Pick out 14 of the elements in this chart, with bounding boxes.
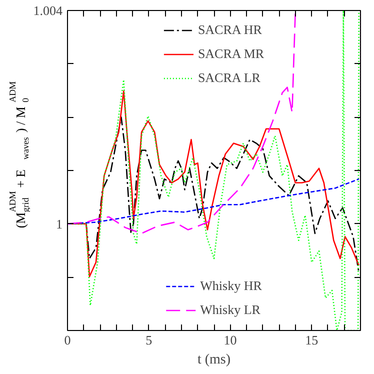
legend-label: Whisky LR	[200, 302, 260, 318]
legend-label: Whisky HR	[200, 278, 262, 294]
line-series	[68, 10, 296, 234]
x-tick-label: 5	[146, 332, 152, 348]
y-tick-label: 1	[56, 216, 62, 232]
legend-label: SACRA HR	[198, 22, 262, 38]
x-axis-title: t (ms)	[197, 352, 231, 368]
line-series	[68, 178, 360, 224]
x-tick-label: 15	[305, 332, 318, 348]
legend-label: SACRA LR	[198, 70, 260, 86]
y-tick-label: 1.004	[33, 3, 63, 18]
x-tick-label: 10	[224, 332, 237, 348]
x-tick-label: 0	[64, 332, 71, 348]
legend-label: SACRA MR	[198, 46, 264, 62]
